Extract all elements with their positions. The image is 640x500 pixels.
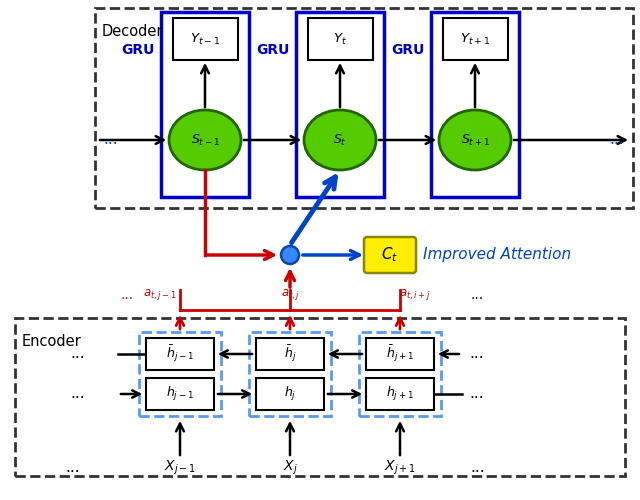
Bar [249, 332, 331, 416]
Text: ...: ... [70, 386, 84, 402]
Text: ...: ... [65, 460, 79, 475]
Text: $S_{t-1}$: $S_{t-1}$ [191, 132, 220, 148]
Circle shape [281, 246, 299, 264]
Bar [146, 338, 214, 370]
Bar [431, 12, 519, 197]
Text: $\bar{h}_j$: $\bar{h}_j$ [284, 344, 296, 364]
Text: $S_{t+1}$: $S_{t+1}$ [461, 132, 490, 148]
Text: ...: ... [469, 346, 484, 362]
Bar [366, 378, 434, 410]
Text: ...: ... [104, 132, 118, 148]
Bar [173, 18, 238, 60]
Text: Improved Attention: Improved Attention [423, 248, 571, 262]
Text: $X_{j-1}$: $X_{j-1}$ [164, 459, 196, 477]
Text: $Y_{t+1}$: $Y_{t+1}$ [460, 32, 490, 46]
Text: GRU: GRU [257, 43, 290, 57]
Text: $a_{t,i+j}$: $a_{t,i+j}$ [399, 288, 431, 302]
Text: Encoder: Encoder [22, 334, 82, 349]
Bar [366, 338, 434, 370]
Bar [256, 378, 324, 410]
Bar [161, 12, 249, 197]
Text: $h_{j+1}$: $h_{j+1}$ [386, 385, 414, 403]
Text: ...: ... [470, 460, 484, 475]
Text: $X_{j+1}$: $X_{j+1}$ [384, 459, 416, 477]
Text: ...: ... [470, 288, 483, 302]
Text: GRU: GRU [122, 43, 155, 57]
Bar [15, 318, 625, 476]
Bar [443, 18, 508, 60]
Text: $\bar{h}_{j-1}$: $\bar{h}_{j-1}$ [166, 344, 194, 364]
Text: $Y_t$: $Y_t$ [333, 32, 347, 46]
Bar [95, 8, 633, 208]
Text: ...: ... [70, 346, 84, 362]
Text: $C_t$: $C_t$ [381, 246, 399, 264]
Bar [296, 12, 384, 197]
Text: Decoder: Decoder [102, 24, 163, 39]
Text: $h_{j-1}$: $h_{j-1}$ [166, 385, 194, 403]
Ellipse shape [169, 110, 241, 170]
Bar [139, 332, 221, 416]
Text: GRU: GRU [392, 43, 425, 57]
Bar [256, 338, 324, 370]
Text: $X_j$: $X_j$ [283, 459, 298, 477]
Text: $a_{t,j}$: $a_{t,j}$ [280, 288, 300, 302]
Text: ...: ... [120, 288, 133, 302]
Bar [308, 18, 373, 60]
Bar [146, 378, 214, 410]
FancyBboxPatch shape [364, 237, 416, 273]
Text: ...: ... [610, 132, 624, 148]
Bar [359, 332, 441, 416]
Text: ...: ... [469, 386, 484, 402]
Text: $S_t$: $S_t$ [333, 132, 347, 148]
Ellipse shape [439, 110, 511, 170]
Text: $\bar{h}_{j+1}$: $\bar{h}_{j+1}$ [386, 344, 414, 364]
Ellipse shape [304, 110, 376, 170]
Text: $h_j$: $h_j$ [284, 385, 296, 403]
Text: $Y_{t-1}$: $Y_{t-1}$ [190, 32, 220, 46]
Text: $a_{t,j-1}$: $a_{t,j-1}$ [143, 288, 177, 302]
